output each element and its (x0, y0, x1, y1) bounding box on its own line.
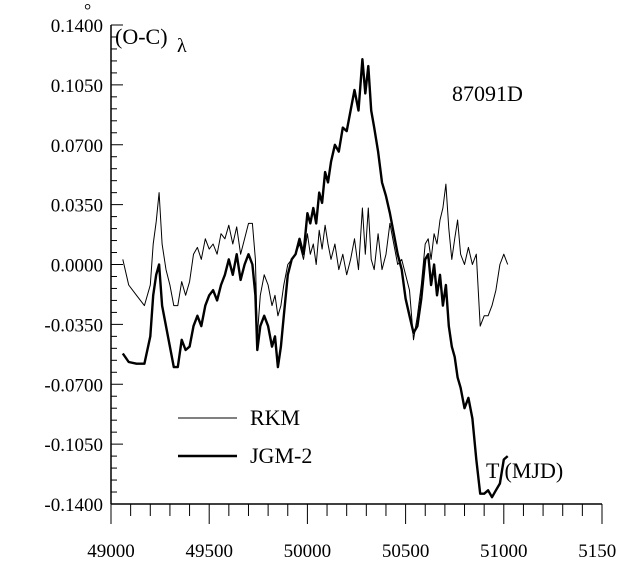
x-tick-label: 49000 (87, 541, 135, 562)
y-axis-title: (O-C) (115, 24, 168, 49)
y-axis-ticks: -0.1400 -0.1050 -0.0700 -0.0350 0.0000 0.0350… (44, 16, 123, 516)
x-tick-label: 49500 (185, 541, 233, 562)
x-axis-title: T (MJD) (486, 458, 563, 483)
y-tick-label: 0.0000 (51, 256, 103, 277)
series-layer (121, 58, 509, 499)
y-tick-label: 0.1050 (51, 76, 103, 97)
x-axis-ticks: 49000 49500 50000 50500 51000 51500 (87, 504, 617, 562)
legend: RKM JGM-2 (178, 405, 312, 468)
y-tick-label: 0.0700 (51, 136, 103, 157)
y-tick-label: -0.1050 (44, 435, 103, 456)
x-tick-label: 51500 (578, 541, 617, 562)
y-tick-label: 0.0350 (51, 196, 103, 217)
legend-label-jgm2: JGM-2 (250, 443, 312, 468)
chart-annotation: 87091D (452, 81, 523, 106)
y-tick-label: -0.0700 (44, 375, 103, 396)
series-line-jgm-2 (121, 58, 509, 499)
x-tick-label: 50500 (382, 541, 430, 562)
y-tick-label: -0.1400 (44, 495, 103, 516)
y-tick-label: 0.1400 (51, 16, 103, 37)
y-axis-title-subscript: λ (177, 35, 187, 57)
series-line-rkm (122, 183, 509, 341)
y-axis-unit: ° (84, 0, 91, 20)
x-tick-label: 51000 (480, 541, 528, 562)
legend-label-rkm: RKM (250, 405, 300, 430)
y-tick-label: -0.0350 (44, 315, 103, 336)
x-tick-label: 50000 (284, 541, 332, 562)
